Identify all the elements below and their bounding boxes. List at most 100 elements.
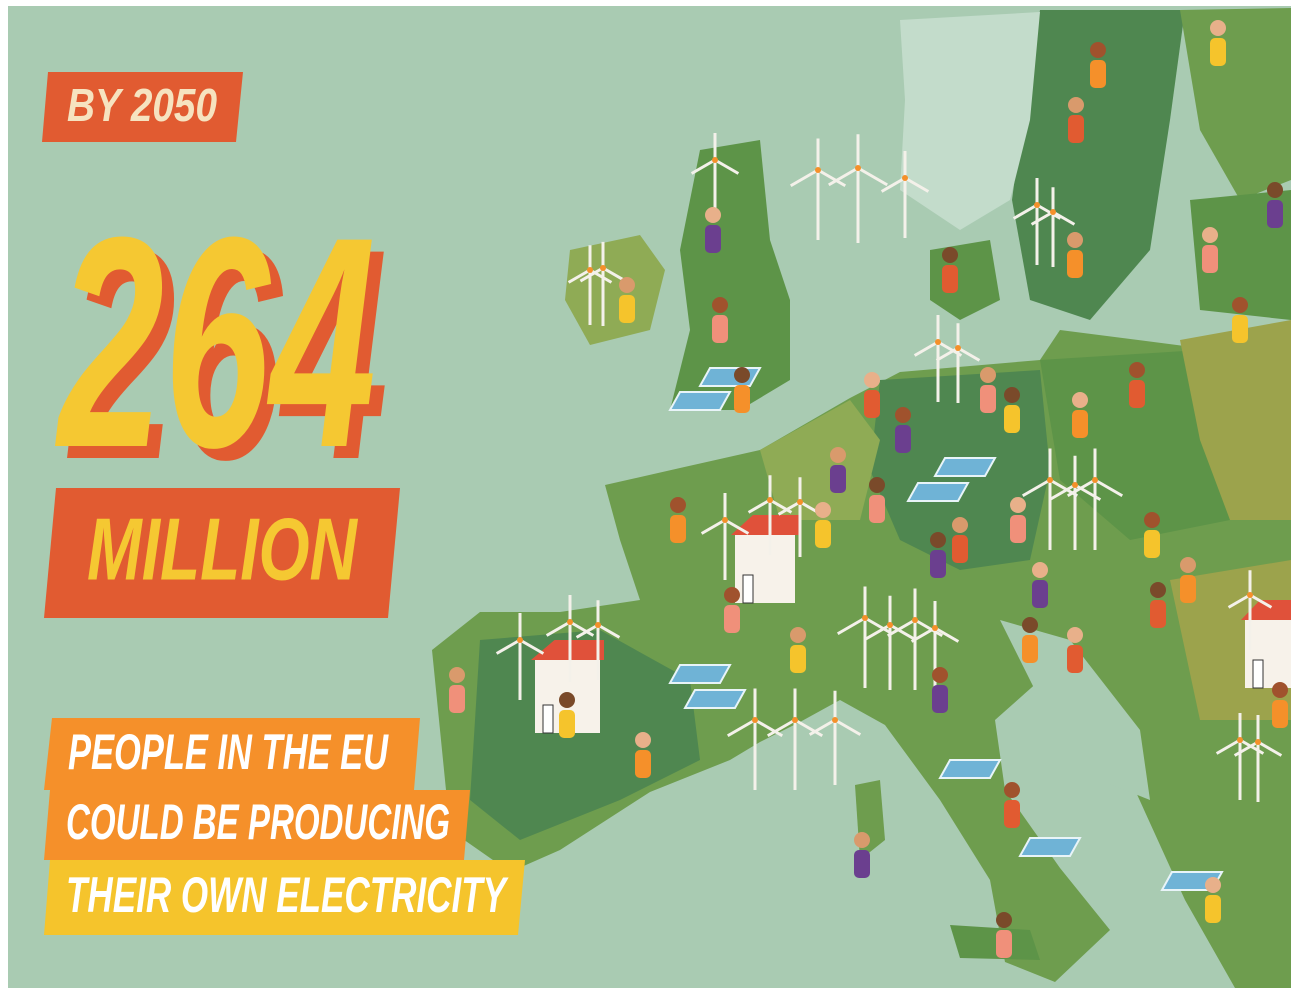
person-body [705,225,721,253]
turbine-hub [567,619,573,625]
solar-panel [940,760,1000,778]
person-body [734,385,750,413]
person-body [712,315,728,343]
turbine-hub [1072,482,1078,488]
solar-panel [670,392,730,410]
person-head [932,667,948,683]
person-head [790,627,806,643]
solar-panel [685,690,745,708]
person-body [559,710,575,738]
turbine-hub [1247,592,1253,598]
page: BY 2050 264 264 MILLION PEOPLE IN THE EU… [0,0,1291,994]
solar-panel [700,368,760,386]
house-door [743,575,753,603]
turbine-hub [600,265,606,271]
turbine-hub [1092,477,1098,483]
person-head [1144,512,1160,528]
person-head [980,367,996,383]
turbine-hub [1034,202,1040,208]
turbine-hub [792,717,798,723]
number: 264 [55,174,376,510]
turbine-hub [935,339,941,345]
turbine-hub [932,625,938,631]
person-body [790,645,806,673]
person-head [1272,682,1288,698]
turbine-hub [712,157,718,163]
turbine-hub [912,617,918,623]
person-body [815,520,831,548]
line-text: PEOPLE IN THE EU [68,724,389,780]
person-head [724,587,740,603]
person-body [932,685,948,713]
person-body [1202,245,1218,273]
person-head [1067,232,1083,248]
person-body [830,465,846,493]
person-head [1129,362,1145,378]
person-head [559,692,575,708]
turbine-hub [1047,477,1053,483]
solar-panel [908,483,968,501]
person-body [1205,895,1221,923]
person-head [1004,387,1020,403]
person-body [864,390,880,418]
infographic: BY 2050 264 264 MILLION PEOPLE IN THE EU… [0,0,1291,994]
person-head [1032,562,1048,578]
solar-panel [670,665,730,683]
person-body [1232,315,1248,343]
turbine-hub [955,345,961,351]
person-head [705,207,721,223]
person-head [942,247,958,263]
person-head [869,477,885,493]
turbine-hub [862,615,868,621]
person-head [1150,582,1166,598]
person-head [619,277,635,293]
unit-text: MILLION [87,499,359,598]
person-head [1210,20,1226,36]
turbine-hub [517,637,523,643]
person-body [930,550,946,578]
person-body [1004,800,1020,828]
house-door [543,705,553,733]
person-head [670,497,686,513]
person-head [1205,877,1221,893]
turbine-hub [902,175,908,181]
turbine-hub [1255,739,1261,745]
person-head [895,407,911,423]
person-head [449,667,465,683]
person-body [1180,575,1196,603]
person-head [930,532,946,548]
person-head [830,447,846,463]
person-body [1090,60,1106,88]
person-body [895,425,911,453]
person-head [1232,297,1248,313]
solar-panel [1020,838,1080,856]
turbine-hub [752,717,758,723]
turbine-hub [832,717,838,723]
line-text: THEIR OWN ELECTRICITY [66,867,509,923]
solar-panel [935,458,995,476]
person-head [1010,497,1026,513]
person-head [1067,627,1083,643]
person-body [1267,200,1283,228]
house-door [1253,660,1263,688]
turbine-hub [797,499,803,505]
person-body [670,515,686,543]
turbine-hub [587,267,593,273]
person-body [1067,250,1083,278]
person-body [1210,38,1226,66]
person-head [952,517,968,533]
person-body [869,495,885,523]
turbine-hub [722,517,728,523]
person-head [734,367,750,383]
person-head [864,372,880,388]
person-head [1022,617,1038,633]
person-body [942,265,958,293]
person-head [712,297,728,313]
turbine-hub [855,165,861,171]
house [1245,618,1291,688]
person-head [635,732,651,748]
person-head [1202,227,1218,243]
person-body [724,605,740,633]
person-head [996,912,1012,928]
person-body [1032,580,1048,608]
